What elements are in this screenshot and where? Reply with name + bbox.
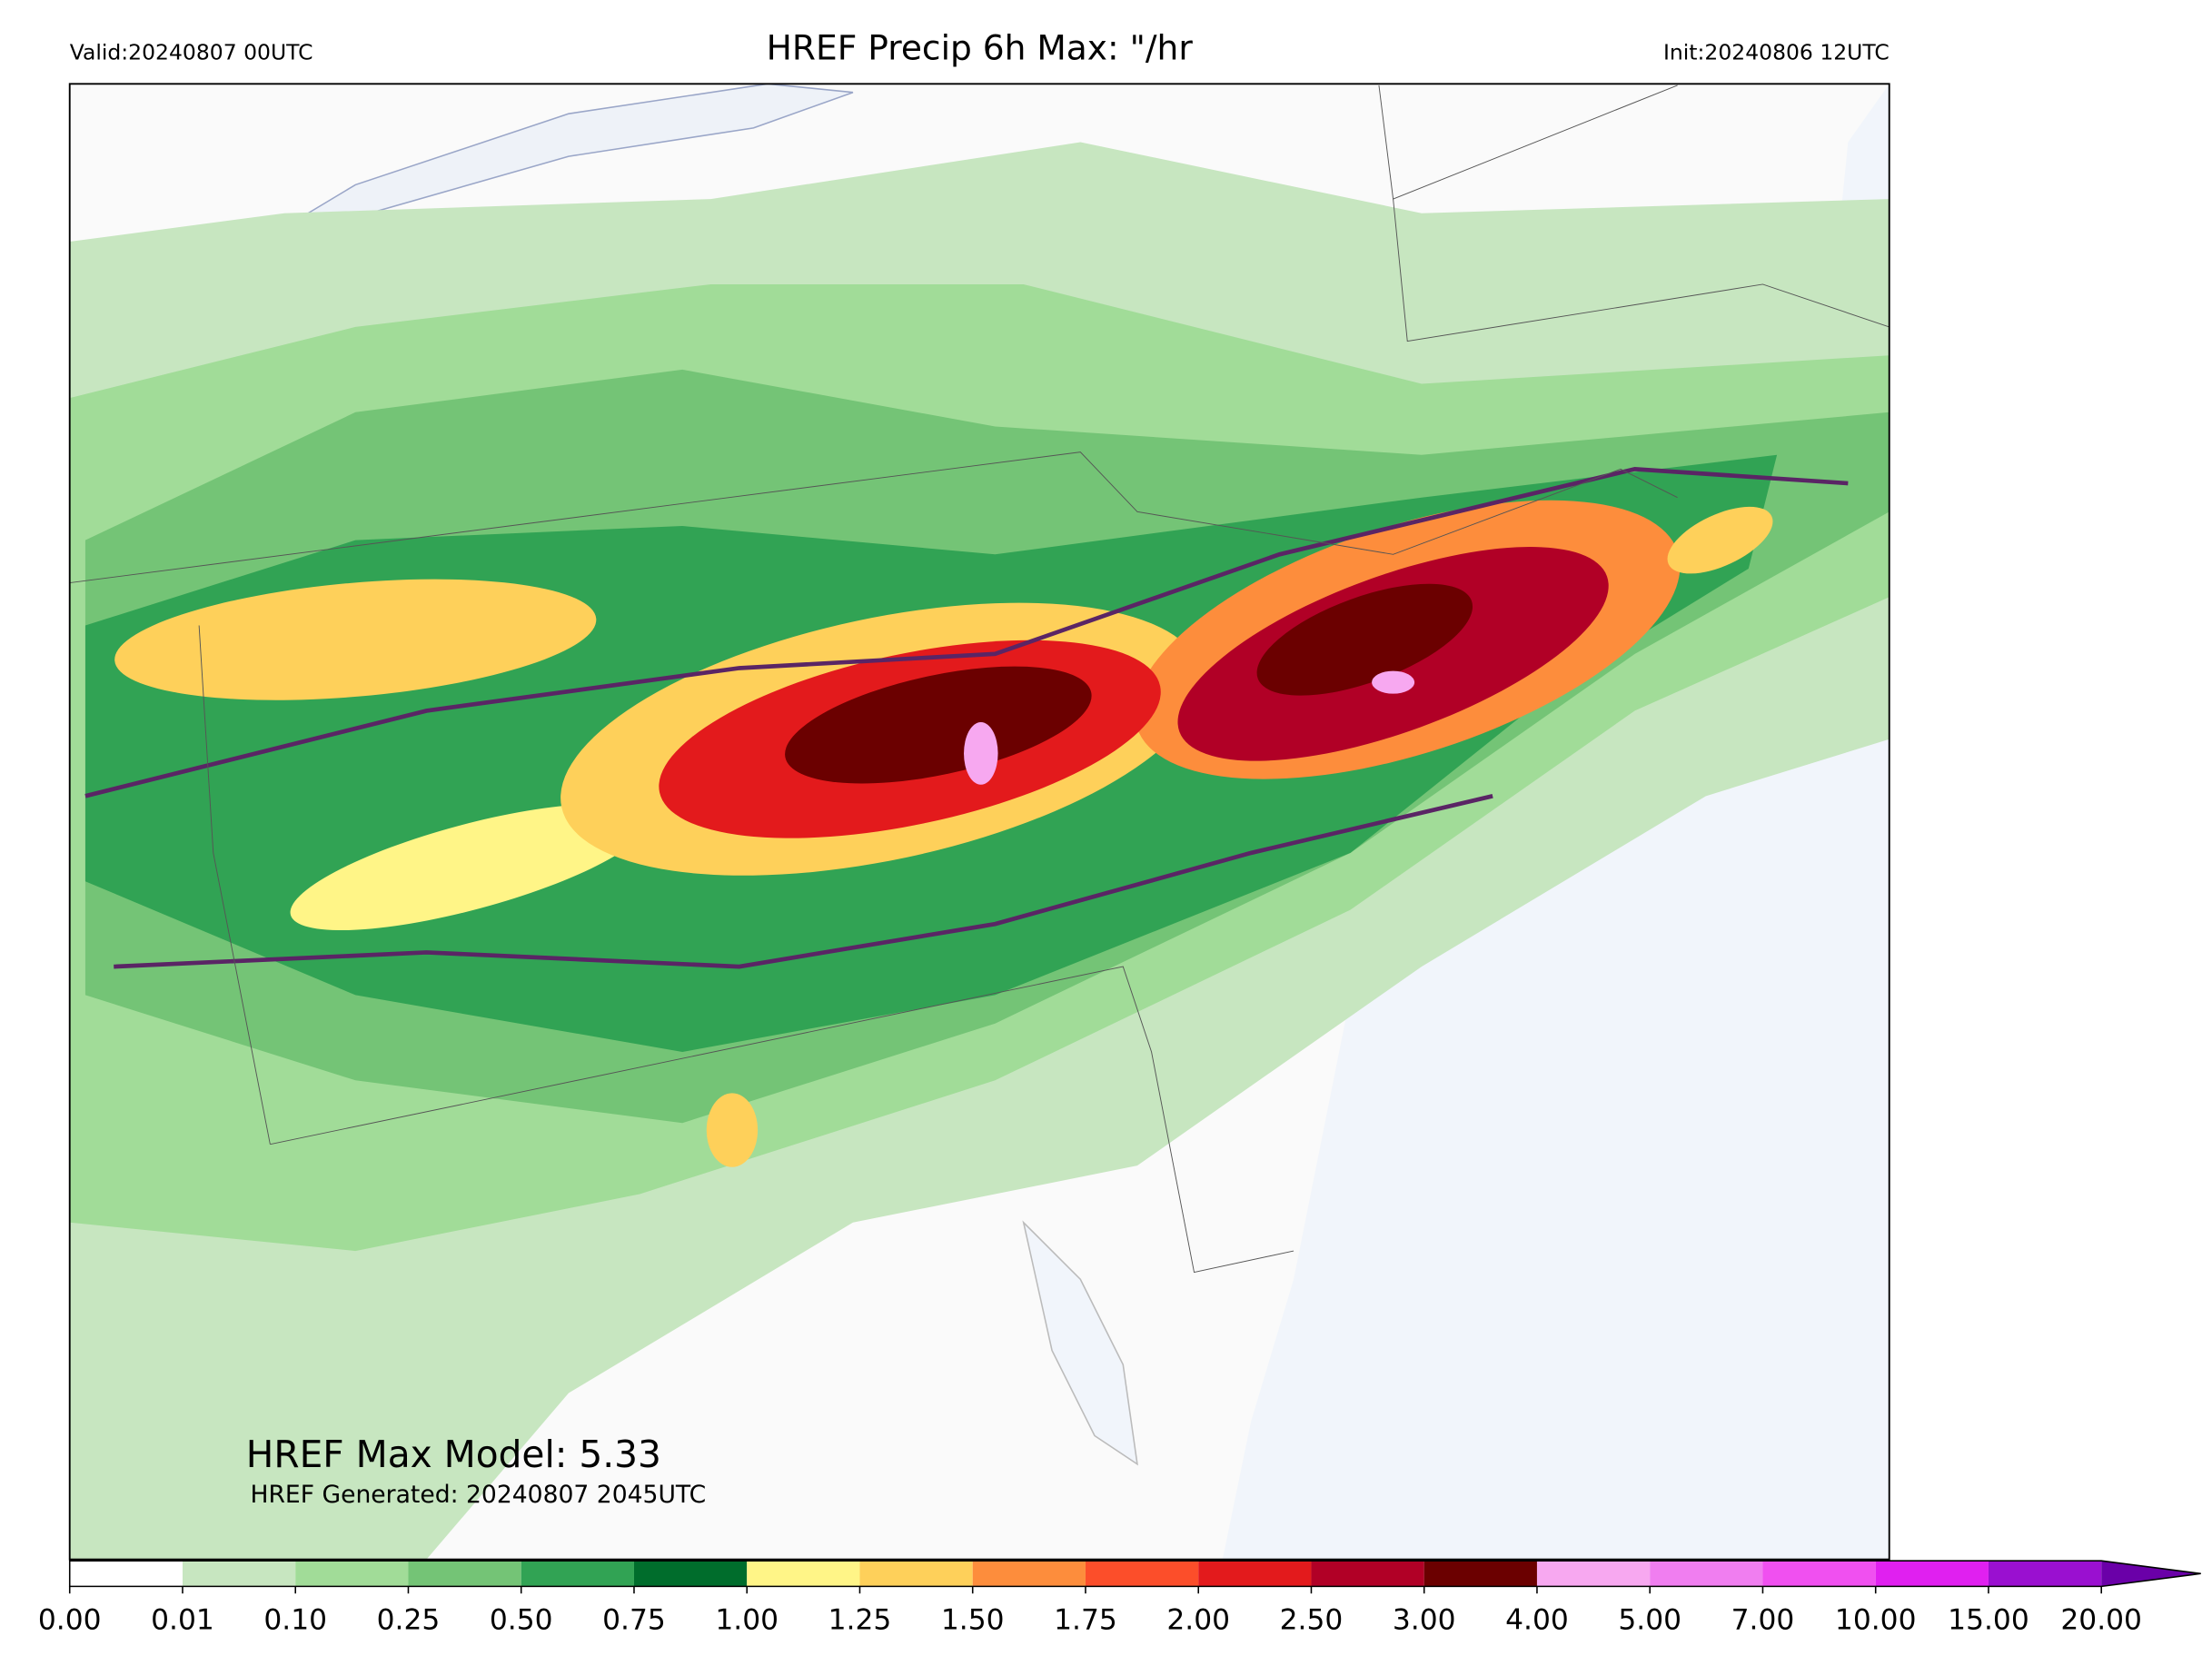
colorbar-bin	[1085, 1561, 1199, 1587]
max-model-annotation: HREF Max Model: 5.33	[246, 1433, 661, 1476]
colorbar-tick-label: 7.00	[1731, 1603, 1795, 1636]
colorbar-tick-label: 15.00	[1948, 1603, 2029, 1636]
colorbar-tick-label: 1.50	[941, 1603, 1005, 1636]
colorbar-tick-label: 0.25	[377, 1603, 441, 1636]
colorbar: 0.00 0.01 0.10 0.25 0.50 0.75 1.00 1.25 1.50 1.75…	[38, 1560, 2201, 1636]
colorbar-bin	[1423, 1561, 1537, 1587]
colorbar-tick-label: 0.00	[38, 1603, 102, 1636]
colorbar-bin	[1536, 1561, 1651, 1587]
colorbar-tick-label: 1.75	[1054, 1603, 1117, 1636]
colorbar-tick-label: 10.00	[1835, 1603, 1917, 1636]
colorbar-tick-label: 0.50	[490, 1603, 553, 1636]
generated-annotation: HREF Generated: 20240807 2045UTC	[250, 1481, 706, 1509]
colorbar-tick-label: 20.00	[2060, 1603, 2142, 1636]
colorbar-bin	[747, 1561, 860, 1587]
colorbar-bin	[1762, 1561, 1876, 1587]
colorbar-bin	[1311, 1561, 1424, 1587]
colorbar-bin	[182, 1561, 296, 1587]
colorbar-outline	[68, 1560, 2201, 1588]
colorbar-tick-label: 0.75	[602, 1603, 666, 1636]
colorbar-tick-label: 1.25	[828, 1603, 892, 1636]
init-time: Init:20240806 12UTC	[1663, 40, 1890, 65]
colorbar-tick-label: 1.00	[715, 1603, 779, 1636]
colorbar-bin	[1875, 1561, 1989, 1587]
valid-time: Valid:20240807 00UTC	[70, 40, 313, 65]
colorbar-bin	[295, 1561, 409, 1587]
colorbar-bin	[1198, 1561, 1312, 1587]
colorbar-bin	[408, 1561, 521, 1587]
colorbar-bin	[521, 1561, 634, 1587]
colorbar-bin	[1988, 1561, 2102, 1587]
colorbar-tick-label: 2.50	[1280, 1603, 1344, 1636]
colorbar-tick-label: 5.00	[1618, 1603, 1681, 1636]
colorbar-tick-label: 3.00	[1393, 1603, 1456, 1636]
colorbar-bin	[633, 1561, 748, 1587]
colorbar-tick-label: 2.00	[1166, 1603, 1230, 1636]
colorbar-bin	[972, 1561, 1086, 1587]
colorbar-tick-label: 4.00	[1505, 1603, 1569, 1636]
colorbar-tick-label: 0.01	[151, 1603, 214, 1636]
map-title: HREF Precip 6h Max: "/hr	[767, 28, 1194, 68]
colorbar-tick-label: 0.10	[263, 1603, 327, 1636]
colorbar-bin	[69, 1561, 183, 1587]
colorbar-bin	[1650, 1561, 1763, 1587]
map-frame	[68, 83, 1890, 1561]
colorbar-extend	[2101, 1561, 2201, 1587]
colorbar-bin	[859, 1561, 973, 1587]
map-area: HREF Max Model: 5.33 HREF Generated: 202…	[69, 84, 1890, 1560]
